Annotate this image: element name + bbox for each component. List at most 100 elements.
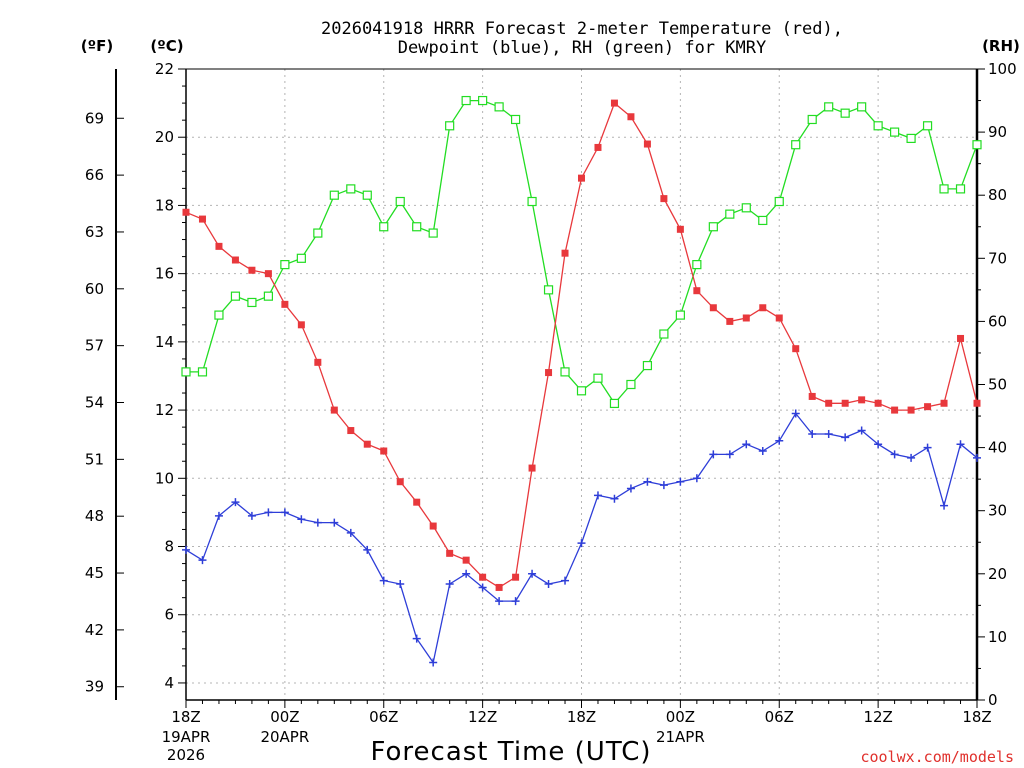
rh-point bbox=[428, 228, 438, 238]
dewpoint-point bbox=[725, 450, 734, 459]
rh-tick-label: 20 bbox=[988, 565, 1007, 583]
dewpoint-point bbox=[709, 450, 718, 459]
dewpoint-point bbox=[544, 580, 553, 589]
celsius-tick-label: 22 bbox=[155, 60, 174, 78]
rh-point bbox=[593, 373, 603, 383]
rh-point bbox=[543, 285, 554, 295]
dewpoint-point bbox=[593, 491, 602, 500]
credit-text: coolwx.com/models bbox=[860, 748, 1014, 766]
dewpoint-point bbox=[824, 429, 833, 438]
dewpoint-point bbox=[182, 545, 190, 554]
dewpoint-point bbox=[923, 443, 932, 452]
temperature-point bbox=[281, 300, 289, 308]
temperature-point bbox=[924, 403, 932, 411]
rh-point bbox=[560, 367, 570, 377]
dewpoint-point bbox=[791, 409, 800, 418]
temperature-point bbox=[380, 447, 388, 455]
temperature-point bbox=[775, 314, 783, 322]
x-tick-label: 12Z bbox=[468, 708, 497, 726]
rh-point bbox=[972, 140, 982, 150]
rh-point bbox=[379, 222, 389, 232]
rh-tick-label: 40 bbox=[988, 439, 1007, 457]
dewpoint-point bbox=[907, 453, 916, 462]
temperature-point bbox=[594, 143, 602, 151]
rh-point bbox=[247, 297, 257, 308]
rh-tick-label: 100 bbox=[988, 60, 1017, 78]
rh-point bbox=[296, 253, 306, 263]
rh-point bbox=[445, 121, 455, 131]
temperature-point bbox=[413, 498, 421, 506]
temperature-point bbox=[297, 321, 305, 329]
dewpoint-point bbox=[495, 597, 504, 606]
rh-point bbox=[609, 398, 620, 409]
rh-point bbox=[675, 310, 685, 320]
dewpoint-point bbox=[890, 450, 899, 459]
fahrenheit-tick-label: 69 bbox=[85, 109, 104, 127]
x-tick-label: 06Z bbox=[369, 708, 398, 726]
rh-point bbox=[741, 203, 751, 213]
rh-point bbox=[197, 367, 208, 377]
series-layer bbox=[181, 95, 982, 667]
rh-point bbox=[807, 114, 817, 125]
temperature-point bbox=[742, 314, 750, 322]
temperature-point bbox=[808, 392, 816, 400]
rh-point bbox=[642, 360, 653, 371]
rh-tick-label: 80 bbox=[988, 186, 1007, 204]
rh-point bbox=[873, 121, 883, 131]
temperature-point bbox=[825, 399, 833, 407]
rh-point bbox=[329, 190, 339, 200]
temperature-point bbox=[396, 478, 404, 486]
fahrenheit-unit-label: (ºF) bbox=[81, 37, 113, 55]
dewpoint-point bbox=[363, 545, 372, 554]
x-tick-date-label: 21APR bbox=[656, 728, 705, 746]
rh-point bbox=[263, 291, 273, 301]
rh-point bbox=[527, 196, 537, 207]
dewpoint-point bbox=[577, 539, 586, 548]
temperature-point bbox=[314, 358, 322, 366]
dewpoint-point bbox=[561, 576, 570, 585]
rh-tick-label: 30 bbox=[988, 502, 1007, 520]
rh-point bbox=[906, 133, 916, 144]
dewpoint-point bbox=[692, 474, 701, 483]
celsius-tick-label: 4 bbox=[164, 674, 174, 692]
temperature-point bbox=[182, 208, 190, 216]
dewpoint-point bbox=[346, 528, 355, 537]
temperature-point bbox=[726, 317, 734, 325]
temperature-point bbox=[841, 399, 849, 407]
dewpoint-point bbox=[874, 440, 883, 449]
celsius-tick-label: 20 bbox=[155, 128, 174, 146]
rh-point bbox=[939, 184, 949, 194]
dewpoint-point bbox=[396, 580, 405, 589]
dewpoint-point bbox=[528, 569, 537, 578]
rh-point bbox=[890, 127, 900, 137]
rh-point bbox=[230, 291, 241, 301]
rh-tick-label: 50 bbox=[988, 376, 1007, 394]
x-tick-label: 18Z bbox=[962, 708, 991, 726]
rh-point bbox=[362, 190, 372, 200]
rh-point bbox=[412, 222, 422, 232]
celsius-unit-label: (ºC) bbox=[150, 37, 183, 55]
dewpoint-point bbox=[956, 440, 965, 449]
dewpoint-point bbox=[214, 511, 223, 520]
dewpoint-point bbox=[511, 597, 520, 606]
rh-point bbox=[461, 95, 471, 106]
rh-point bbox=[280, 260, 290, 270]
x-axis-title: Forecast Time (UTC) bbox=[370, 737, 651, 767]
temperature-point bbox=[347, 427, 355, 435]
temperature-point bbox=[709, 304, 717, 312]
temperature-point bbox=[248, 266, 256, 274]
rh-point bbox=[824, 102, 834, 112]
rh-point bbox=[840, 108, 850, 118]
dewpoint-point bbox=[742, 440, 751, 449]
temperature-point bbox=[627, 113, 635, 121]
dewpoint-point bbox=[412, 634, 421, 643]
dewpoint-point bbox=[478, 583, 487, 592]
x-tick-label: 12Z bbox=[863, 708, 892, 726]
dewpoint-point bbox=[313, 518, 322, 527]
dewpoint-point bbox=[857, 426, 866, 435]
x-tick-date-label: 20APR bbox=[260, 728, 309, 746]
dewpoint-point bbox=[643, 477, 652, 486]
rh-point bbox=[659, 329, 669, 339]
temperature-point bbox=[231, 256, 239, 264]
